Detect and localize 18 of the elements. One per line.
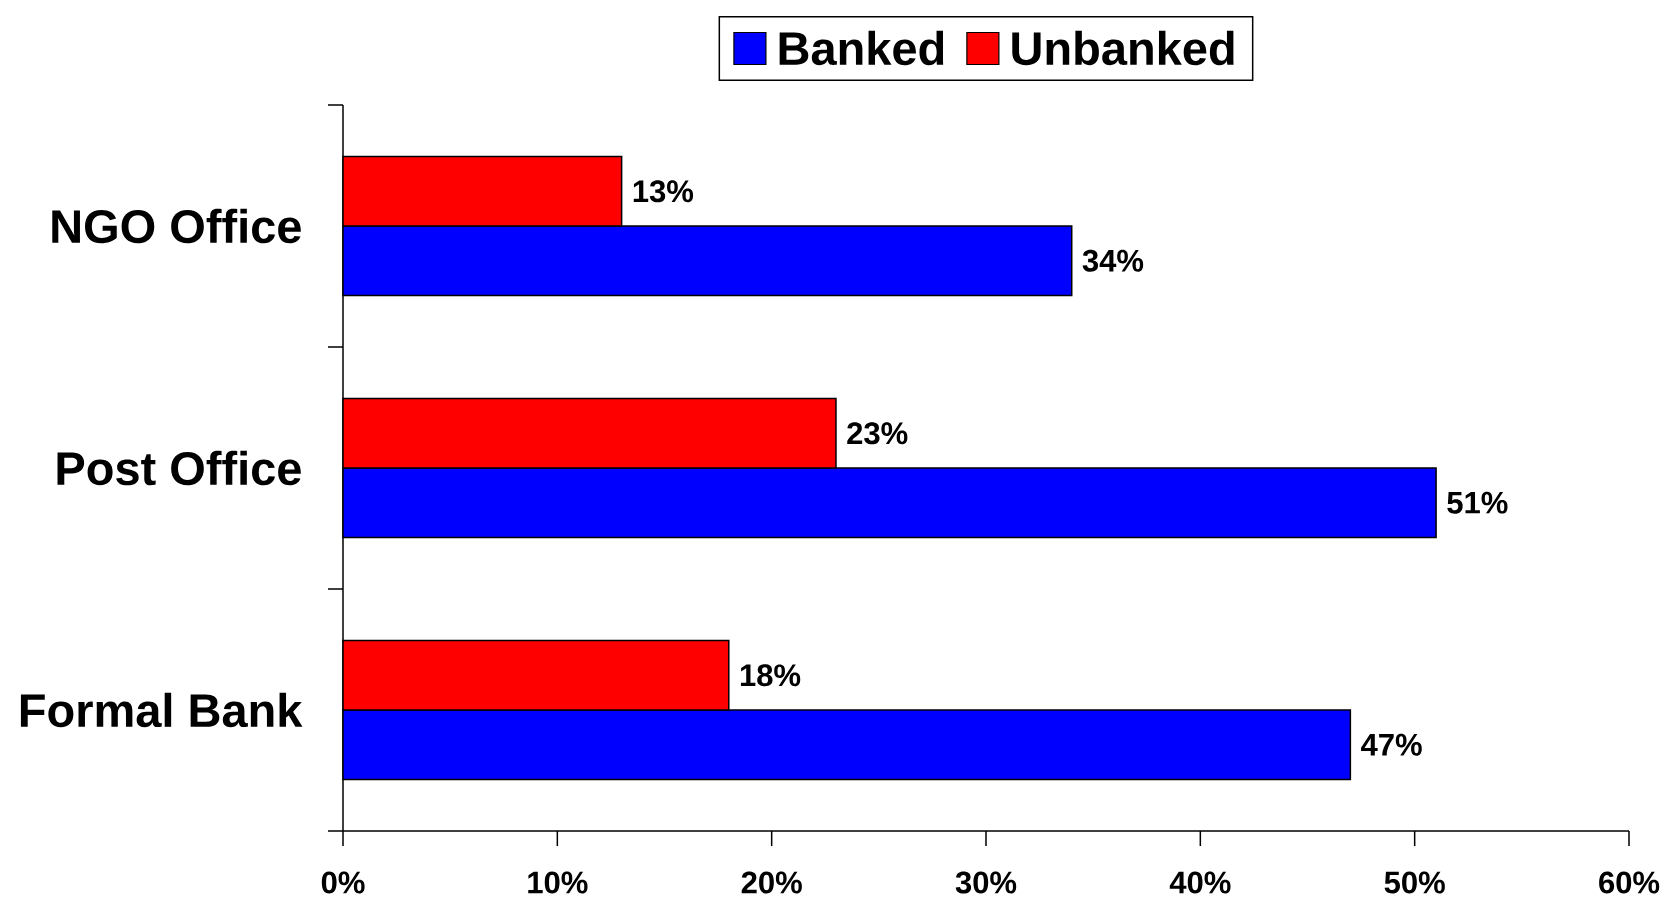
x-tick-label: 60% [1599, 871, 1660, 894]
x-tick-label: 10% [528, 871, 588, 894]
data-label: 47% [1361, 733, 1422, 756]
data-label: 23% [847, 422, 908, 445]
x-tick-label: 50% [1384, 871, 1445, 894]
y-tick-label: Formal Bank [20, 692, 303, 728]
x-tick-label: 0% [321, 871, 365, 894]
y-tick-label: Post Office [57, 450, 301, 486]
legend-label: Unbanked [1012, 30, 1234, 66]
x-tick-label: 40% [1169, 871, 1231, 894]
legend-label: Banked [779, 30, 944, 66]
data-label: 18% [740, 664, 801, 687]
data-label: 13% [633, 180, 694, 203]
y-tick-label: NGO Office [52, 208, 301, 244]
data-label: 34% [1082, 249, 1144, 272]
x-tick-label: 30% [955, 871, 1017, 894]
data-label: 51% [1447, 491, 1508, 514]
x-tick-label: 20% [741, 871, 802, 894]
